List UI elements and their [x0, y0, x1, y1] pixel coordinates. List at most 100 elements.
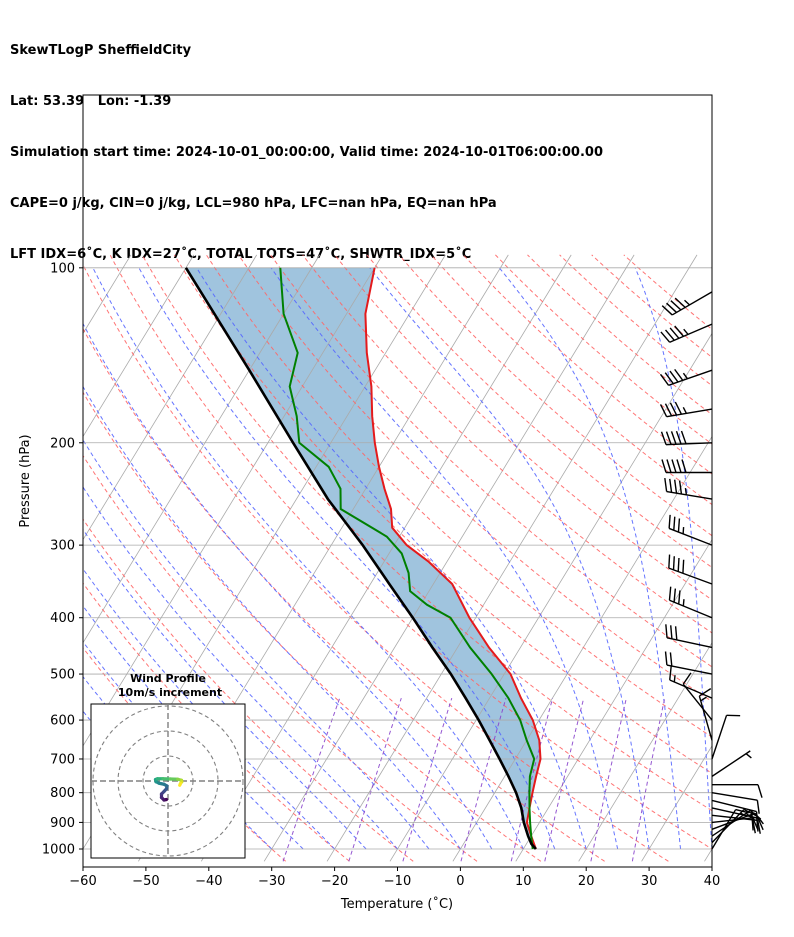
y-tick-label: 500 [50, 668, 75, 683]
barb-feather [664, 477, 668, 492]
mixing-ratio-line [590, 697, 627, 862]
mixing-ratio-line [348, 697, 402, 862]
barb-feather [666, 459, 672, 473]
mixing-ratio-line [402, 697, 453, 862]
wind-barb [665, 624, 713, 649]
barb-feather [677, 518, 681, 533]
barb-staff [698, 695, 713, 741]
barb-feather [664, 403, 673, 417]
wind-barbs [659, 291, 764, 850]
dry-adiabat [205, 254, 712, 738]
wind-barb [711, 791, 760, 814]
x-tick-label: 20 [578, 874, 595, 889]
barb-feather [674, 368, 684, 381]
barb-staff [668, 567, 713, 585]
x-tick-label: 0 [456, 874, 464, 889]
barb-feather [669, 370, 679, 383]
moist-adiabat [270, 267, 619, 850]
barb-feather [661, 305, 673, 316]
isotherm-line [515, 538, 712, 862]
barb-staff [666, 637, 713, 649]
barb-feather [673, 588, 677, 603]
moist-adiabat-lines [83, 267, 712, 850]
barb-half-feather [745, 753, 752, 759]
barb-feather [670, 431, 677, 445]
dry-adiabat [398, 254, 712, 537]
dry-adiabat [270, 254, 712, 668]
barb-half-feather [682, 406, 687, 414]
dry-adiabat [173, 254, 712, 774]
barb-feather [669, 666, 672, 681]
moist-adiabat [83, 486, 398, 850]
isotherm-line [263, 254, 635, 862]
x-tick-label: 10 [515, 874, 532, 889]
isotherm-line [389, 332, 712, 862]
chart-header: SkewTLogP SheffieldCity Lat: 53.39 Lon: … [10, 8, 603, 280]
barb-staff [671, 291, 713, 316]
wind-barb [712, 783, 763, 798]
isotherm-line [83, 254, 195, 438]
isotherm-line [0, 255, 68, 861]
x-tick-label: 30 [641, 874, 658, 889]
dry-adiabat [141, 254, 712, 812]
temperature-line [364, 267, 542, 850]
wind-barb [711, 799, 759, 826]
x-tick-label: −50 [132, 874, 159, 889]
barb-feather [664, 651, 668, 666]
barb-staff [666, 408, 713, 418]
y-tick-label: 800 [50, 786, 75, 801]
barb-feather [664, 372, 674, 385]
barb-feather [665, 431, 672, 445]
isotherm-line [200, 254, 572, 862]
cin-area [185, 267, 541, 849]
barb-feather [674, 325, 685, 337]
barb-feather [661, 459, 667, 473]
dry-adiabat [366, 254, 712, 569]
isotherm-line [0, 255, 5, 861]
mixing-ratio-line [631, 698, 666, 862]
barb-feather [668, 554, 671, 569]
station-coordinates: Lat: 53.39 Lon: -1.39 [10, 94, 172, 109]
isotherm-line [452, 435, 712, 862]
barb-staff [711, 715, 728, 760]
x-axis-label: Temperature (˚C) [340, 896, 453, 912]
barb-feather [669, 652, 673, 667]
barb-feather [673, 516, 676, 531]
hodograph-inset: Wind Profile 10m/s increment [90, 672, 246, 859]
barb-staff [711, 799, 757, 813]
barb-staff [669, 679, 713, 699]
barb-feather [756, 800, 760, 814]
x-tick-label: −20 [321, 874, 348, 889]
barb-staff [711, 750, 751, 777]
isotherm-line [83, 254, 320, 644]
barb-feather [698, 688, 712, 697]
barb-feather [682, 559, 685, 574]
barb-staff [666, 490, 713, 500]
isotherm-line [767, 255, 794, 861]
barb-feather [674, 401, 683, 415]
dry-adiabat [83, 327, 605, 862]
barb-staff [711, 809, 737, 850]
x-axis-ticks: −60 −50 −40 −30 −20 −10 0 10 20 30 40 [69, 867, 720, 889]
wind-barb [664, 651, 713, 675]
x-tick-label: −60 [69, 874, 96, 889]
barb-half-feather [684, 487, 688, 495]
wind-barb [682, 672, 713, 721]
dry-adiabat [109, 254, 712, 850]
barb-feather [675, 430, 682, 445]
wind-barb [711, 814, 761, 834]
simulation-times: Simulation start time: 2024-10-01_00:00:… [10, 145, 603, 160]
wind-barb [664, 477, 713, 500]
moist-adiabat [83, 322, 493, 850]
barb-feather [665, 624, 668, 638]
dry-adiabat [430, 254, 712, 506]
moist-adiabat [83, 385, 461, 850]
wind-barb [711, 714, 741, 760]
wind-barb [669, 666, 713, 699]
wind-barb [660, 430, 713, 446]
wind-barb [661, 291, 713, 316]
barb-feather [755, 811, 759, 826]
y-tick-label: 300 [50, 539, 75, 554]
hodograph-segment [178, 781, 183, 787]
dry-adiabat [495, 254, 712, 445]
